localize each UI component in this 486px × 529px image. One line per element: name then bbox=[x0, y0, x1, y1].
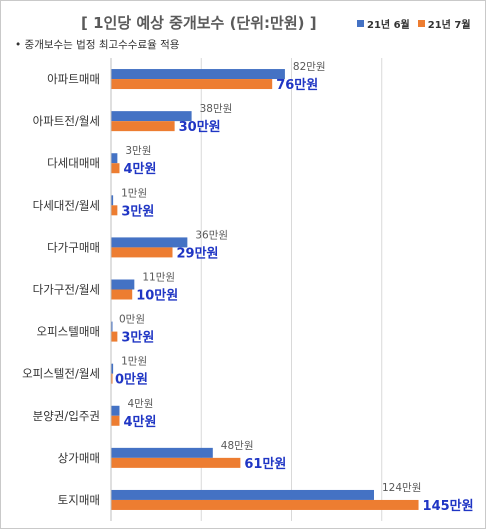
category-label: 토지매매 bbox=[58, 493, 100, 507]
category-label: 다가구매매 bbox=[47, 240, 100, 254]
category-label: 다세대매매 bbox=[47, 156, 100, 170]
data-label-july: 3만원 bbox=[121, 203, 154, 219]
data-label-july: 10만원 bbox=[136, 288, 178, 304]
bar-july bbox=[111, 247, 173, 258]
bar-july bbox=[111, 79, 273, 90]
bar-june bbox=[111, 489, 374, 500]
bar-july bbox=[111, 331, 118, 342]
chart-legend: 21년 6월 21년 7월 bbox=[357, 16, 479, 31]
bar-june bbox=[111, 405, 120, 416]
category-label: 아파트매매 bbox=[47, 72, 100, 86]
data-label-july: 30만원 bbox=[179, 119, 221, 135]
bar-june bbox=[111, 69, 285, 80]
bar-july bbox=[111, 415, 120, 426]
bar-july bbox=[111, 457, 241, 468]
data-label-july: 0만원 bbox=[115, 372, 148, 388]
data-label-june: 11만원 bbox=[142, 272, 175, 284]
chart-note: • 중개보수는 법정 최고수수료율 적용 bbox=[15, 39, 180, 51]
data-label-june: 1만원 bbox=[121, 187, 147, 199]
bar-july bbox=[111, 289, 133, 300]
bar-june bbox=[111, 111, 192, 122]
category-label: 다세대전/월세 bbox=[33, 198, 100, 212]
category-label: 다가구전/월세 bbox=[33, 283, 100, 297]
bar-july bbox=[111, 163, 120, 174]
bar-june bbox=[111, 195, 114, 206]
data-label-july: 61만원 bbox=[244, 456, 286, 472]
data-label-july: 76만원 bbox=[276, 77, 318, 93]
category-label: 상가매매 bbox=[58, 451, 100, 465]
bar-june bbox=[111, 321, 113, 332]
data-label-june: 38만원 bbox=[200, 103, 233, 115]
bar-june bbox=[111, 237, 188, 248]
category-label: 오피스텔전/월세 bbox=[22, 367, 100, 381]
category-label: 분양권/입주권 bbox=[33, 409, 100, 423]
legend-label-june: 21년 6월 bbox=[367, 20, 410, 31]
category-label: 아파트전/월세 bbox=[33, 114, 100, 128]
bar-june bbox=[111, 279, 135, 290]
bar-june bbox=[111, 153, 118, 164]
data-label-june: 1만원 bbox=[121, 356, 147, 368]
data-label-june: 36만원 bbox=[195, 229, 228, 241]
bar-july bbox=[111, 373, 113, 384]
data-label-july: 4만원 bbox=[123, 161, 156, 177]
bar-june bbox=[111, 363, 114, 374]
data-label-july: 145만원 bbox=[423, 498, 474, 514]
data-label-july: 4만원 bbox=[123, 414, 156, 430]
data-label-july: 29만원 bbox=[177, 245, 219, 261]
bar-july bbox=[111, 499, 419, 510]
data-label-june: 3만원 bbox=[125, 145, 151, 157]
legend-swatch-july bbox=[417, 20, 425, 27]
legend-item-july: 21년 7월 bbox=[417, 16, 471, 31]
bar-july bbox=[111, 121, 175, 132]
data-label-june: 124만원 bbox=[382, 482, 421, 494]
bar-june bbox=[111, 447, 213, 458]
data-label-june: 48만원 bbox=[221, 440, 254, 452]
category-label: 오피스텔매매 bbox=[37, 325, 100, 339]
legend-item-june: 21년 6월 bbox=[357, 16, 410, 31]
data-label-june: 82만원 bbox=[293, 61, 326, 73]
data-label-june: 4만원 bbox=[127, 398, 153, 410]
legend-swatch-june bbox=[357, 20, 364, 27]
chart-title: [ 1인당 예상 중개보수 (단위:만원) ] bbox=[81, 14, 317, 32]
bar-july bbox=[111, 205, 118, 216]
data-label-july: 3만원 bbox=[121, 330, 154, 346]
data-label-june: 0만원 bbox=[119, 314, 145, 326]
legend-label-july: 21년 7월 bbox=[427, 20, 471, 31]
chart-note-text: 중개보수는 법정 최고수수료율 적용 bbox=[24, 39, 180, 51]
